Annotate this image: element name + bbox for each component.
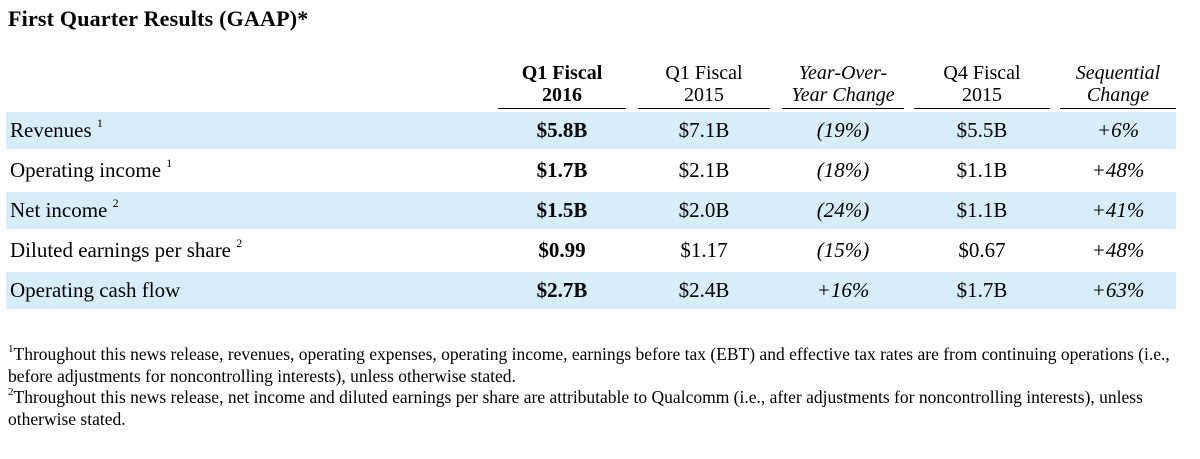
cell-yoy-change: +16% xyxy=(782,269,904,309)
table-row: Diluted earnings per share 2 $0.99 $1.17… xyxy=(6,229,1176,269)
cell-sequential-change: +6% xyxy=(1060,109,1176,149)
page-title: First Quarter Results (GAAP)* xyxy=(8,6,309,31)
footnote-mark: 2 xyxy=(8,386,14,399)
cell-q1-2015: $7.1B xyxy=(638,109,770,149)
cell-sequential-change: +41% xyxy=(1060,189,1176,229)
row-label: Operating cash flow xyxy=(6,269,498,309)
cell-q4-2015: $1.7B xyxy=(914,269,1050,309)
row-label: Revenues 1 xyxy=(6,109,498,149)
footnote-ref: 1 xyxy=(96,116,103,130)
cell-q1-2016: $1.7B xyxy=(498,149,626,189)
table-row: Revenues 1 $5.8B $7.1B (19%) $5.5B +6% xyxy=(6,109,1176,149)
row-label: Diluted earnings per share 2 xyxy=(6,229,498,269)
col-header-q4-fiscal-2015: Q4 Fiscal 2015 xyxy=(914,56,1050,109)
table-row: Net income 2 $1.5B $2.0B (24%) $1.1B +41… xyxy=(6,189,1176,229)
cell-sequential-change: +48% xyxy=(1060,229,1176,269)
cell-q1-2016: $0.99 xyxy=(498,229,626,269)
cell-q1-2015: $2.0B xyxy=(638,189,770,229)
cell-yoy-change: (19%) xyxy=(782,109,904,149)
footnote-mark: 1 xyxy=(8,343,14,356)
cell-q4-2015: $1.1B xyxy=(914,149,1050,189)
cell-q1-2016: $1.5B xyxy=(498,189,626,229)
footnote-ref: 1 xyxy=(166,156,173,170)
footnote-ref: 2 xyxy=(112,196,119,210)
cell-q1-2016: $5.8B xyxy=(498,109,626,149)
row-label: Net income 2 xyxy=(6,189,498,229)
col-header-q1-fiscal-2016: Q1 Fiscal 2016 xyxy=(498,56,626,109)
cell-q1-2015: $2.4B xyxy=(638,269,770,309)
results-table: Q1 Fiscal 2016 Q1 Fiscal 2015 Year-Over- Ye… xyxy=(6,56,1176,309)
header-spacer xyxy=(6,56,498,109)
col-header-year-over-year-change: Year-Over- Year Change xyxy=(782,56,904,109)
cell-q4-2015: $0.67 xyxy=(914,229,1050,269)
header-row: Q1 Fiscal 2016 Q1 Fiscal 2015 Year-Over- Ye… xyxy=(6,56,1176,109)
cell-yoy-change: (18%) xyxy=(782,149,904,189)
footnote-ref: 2 xyxy=(236,236,243,250)
cell-q1-2015: $1.17 xyxy=(638,229,770,269)
footnote: 1Throughout this news release, revenues,… xyxy=(8,343,1170,386)
cell-yoy-change: (15%) xyxy=(782,229,904,269)
footnote: 2Throughout this news release, net incom… xyxy=(8,386,1143,429)
cell-q4-2015: $1.1B xyxy=(914,189,1050,229)
col-header-sequential-change: Sequential Change xyxy=(1060,56,1176,109)
col-header-q1-fiscal-2015: Q1 Fiscal 2015 xyxy=(638,56,770,109)
cell-q1-2016: $2.7B xyxy=(498,269,626,309)
table-row: Operating cash flow $2.7B $2.4B +16% $1.… xyxy=(6,269,1176,309)
cell-yoy-change: (24%) xyxy=(782,189,904,229)
cell-sequential-change: +63% xyxy=(1060,269,1176,309)
table-row: Operating income 1 $1.7B $2.1B (18%) $1.… xyxy=(6,149,1176,189)
cell-q4-2015: $5.5B xyxy=(914,109,1050,149)
footnotes: 1Throughout this news release, revenues,… xyxy=(8,344,1188,430)
row-label: Operating income 1 xyxy=(6,149,498,189)
cell-q1-2015: $2.1B xyxy=(638,149,770,189)
cell-sequential-change: +48% xyxy=(1060,149,1176,189)
